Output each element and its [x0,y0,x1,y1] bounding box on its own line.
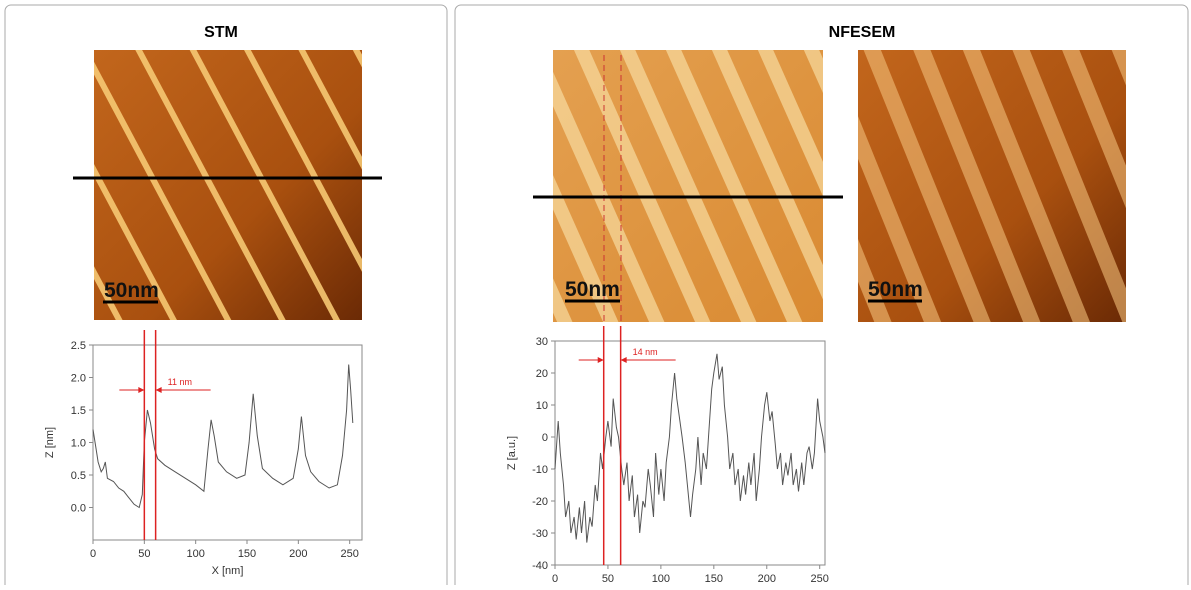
x-tick-label: 100 [652,573,670,585]
x-tick-label: 50 [138,548,150,560]
x-tick-label: 100 [186,548,204,560]
x-tick-label: 150 [238,548,256,560]
arrowhead [155,387,162,393]
y-tick-label: 2.5 [71,340,86,352]
y-axis-label: Z [nm] [44,427,56,458]
y-tick-label: 0.0 [71,503,86,515]
x-tick-label: 0 [552,573,558,585]
x-tick-label: 250 [340,548,358,560]
y-tick-label: -30 [532,528,548,540]
scale-bar-label: 50nm [104,279,159,302]
y-tick-label: 30 [536,336,548,348]
x-tick-label: 200 [289,548,307,560]
panel-frame [4,4,448,590]
annotation: 11 nm [168,377,192,387]
y-tick-label: 10 [536,400,548,412]
y-tick-label: 0 [542,432,548,444]
arrowhead [620,357,627,363]
plot-frame [554,340,826,566]
x-tick-label: 200 [758,573,776,585]
arrowhead [597,357,604,363]
y-tick-label: 2.0 [71,373,86,385]
y-tick-label: -20 [532,496,548,508]
nfesem-image: 50nm [858,50,1126,322]
y-tick-label: -10 [532,464,548,476]
y-tick-label: -40 [532,560,548,572]
y-axis-label: Z [a.u.] [506,436,518,470]
x-tick-label: 250 [811,573,829,585]
y-tick-label: 0.5 [71,470,86,482]
x-tick-label: 0 [90,548,96,560]
nfesem-image: 50nm [533,50,843,322]
panel-frame [454,4,1189,590]
annotation: 14 nm [633,347,658,357]
x-tick-label: 150 [705,573,723,585]
profile-line [554,353,826,543]
y-tick-label: 1.0 [71,438,86,450]
scale-bar-label: 50nm [565,278,620,301]
profile-line [92,364,354,509]
y-tick-label: 1.5 [71,405,86,417]
panel-title: STM [204,24,238,41]
arrowhead [138,387,145,393]
plot-frame [92,344,363,541]
x-tick-label: 50 [602,573,614,585]
y-tick-label: 20 [536,368,548,380]
panel-title: NFESEM [829,24,896,41]
scale-bar-label: 50nm [868,278,923,301]
x-axis-label: X [nm] [212,565,244,577]
stm-image: 50nm [73,50,382,320]
